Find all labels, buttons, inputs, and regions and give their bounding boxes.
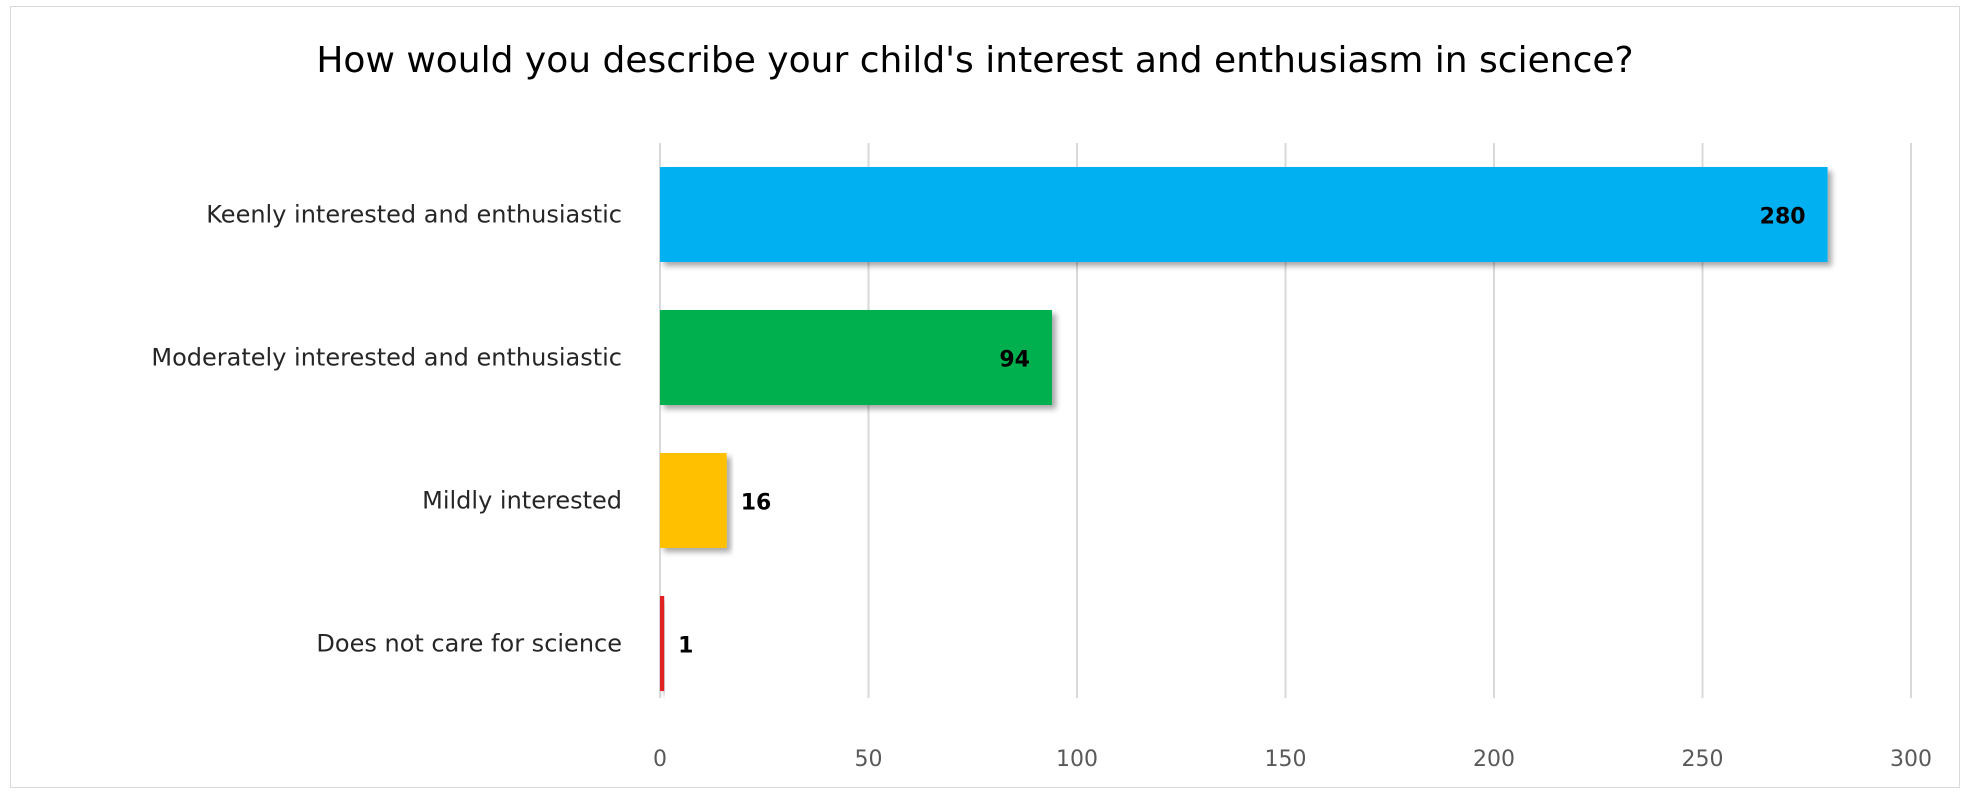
data-label: 94 (999, 348, 1030, 373)
category-label: Does not care for science (316, 630, 622, 658)
x-tick-label: 150 (1265, 747, 1307, 772)
x-tick-label: 0 (653, 747, 667, 772)
bar (660, 596, 665, 691)
chart-title: How would you describe your child's inte… (316, 40, 1634, 81)
x-tick-label: 250 (1682, 747, 1724, 772)
bar (660, 167, 1828, 262)
x-tick-label: 50 (855, 747, 883, 772)
category-label: Mildly interested (422, 487, 622, 515)
bar (660, 453, 727, 548)
x-tick-label: 300 (1890, 747, 1932, 772)
bar (660, 310, 1052, 405)
x-tick-label: 100 (1056, 747, 1098, 772)
x-tick-label: 200 (1473, 747, 1515, 772)
category-label: Moderately interested and enthusiastic (151, 344, 622, 372)
bars (660, 167, 1828, 691)
category-label: Keenly interested and enthusiastic (206, 201, 622, 229)
data-label: 16 (741, 491, 772, 516)
labels: 0 50 100 150 200 250 300 Keenly interested and … (151, 201, 1932, 773)
data-label: 280 (1760, 205, 1806, 230)
data-label: 1 (678, 634, 693, 659)
